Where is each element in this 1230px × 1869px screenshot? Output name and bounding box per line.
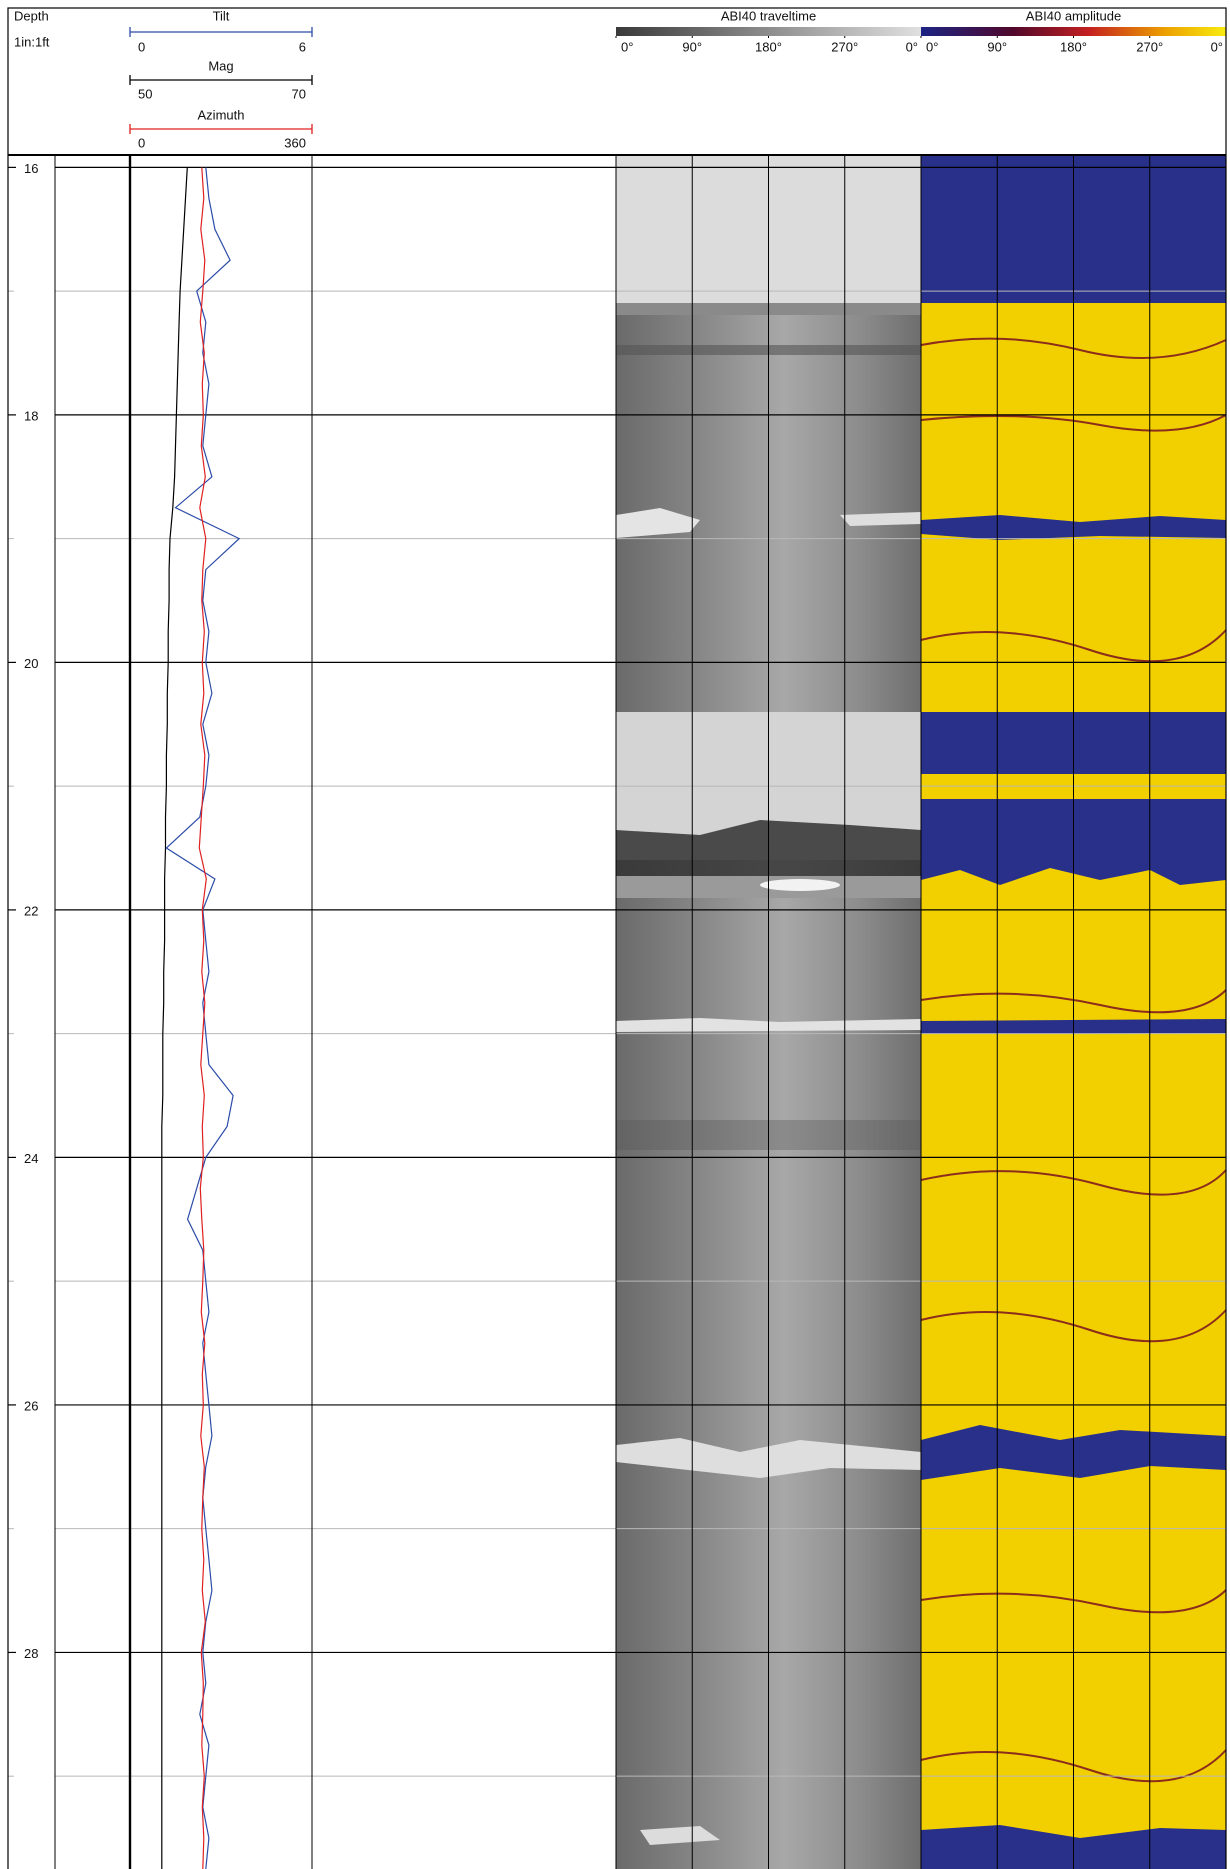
scale-tick-label: 360 bbox=[284, 135, 306, 150]
image-tick-label: 0° bbox=[926, 39, 938, 54]
depth-label: Depth bbox=[14, 8, 49, 23]
scale-tick-label: 70 bbox=[292, 86, 306, 101]
image-tick-label: 180° bbox=[755, 39, 782, 54]
image-tick-label: 270° bbox=[1136, 39, 1163, 54]
image-tick-label: 0° bbox=[1211, 39, 1223, 54]
image-tick-label: 90° bbox=[987, 39, 1007, 54]
frame bbox=[7, 7, 1227, 1869]
amplitude-colorbar bbox=[921, 27, 1226, 36]
curve-name: Azimuth bbox=[198, 107, 245, 122]
image-title: ABI40 amplitude bbox=[1026, 8, 1121, 23]
depth-tick-label: 26 bbox=[24, 1398, 38, 1413]
scale-tick-label: 0 bbox=[138, 39, 145, 54]
depth-tick-label: 22 bbox=[24, 903, 38, 918]
curve bbox=[198, 167, 207, 1869]
scale-tick-label: 50 bbox=[138, 86, 152, 101]
image-tick-label: 180° bbox=[1060, 39, 1087, 54]
scale-tick-label: 0 bbox=[138, 135, 145, 150]
image-tick-label: 90° bbox=[682, 39, 702, 54]
image-tick-label: 0° bbox=[621, 39, 633, 54]
depth-tick-label: 24 bbox=[24, 1151, 38, 1166]
scale-label: 1in:1ft bbox=[14, 34, 50, 49]
image-tick-label: 270° bbox=[831, 39, 858, 54]
depth-tick-label: 16 bbox=[24, 161, 38, 176]
depth-tick-label: 28 bbox=[24, 1646, 38, 1661]
traveltime-colorbar bbox=[616, 27, 921, 36]
depth-tick-label: 18 bbox=[24, 408, 38, 423]
depth-tick-label: 20 bbox=[24, 656, 38, 671]
scale-tick-label: 6 bbox=[299, 39, 306, 54]
curve-name: Mag bbox=[208, 58, 233, 73]
curve-name: Tilt bbox=[213, 8, 230, 23]
curve bbox=[161, 167, 188, 1869]
image-tick-label: 0° bbox=[906, 39, 918, 54]
image-title: ABI40 traveltime bbox=[721, 8, 816, 23]
